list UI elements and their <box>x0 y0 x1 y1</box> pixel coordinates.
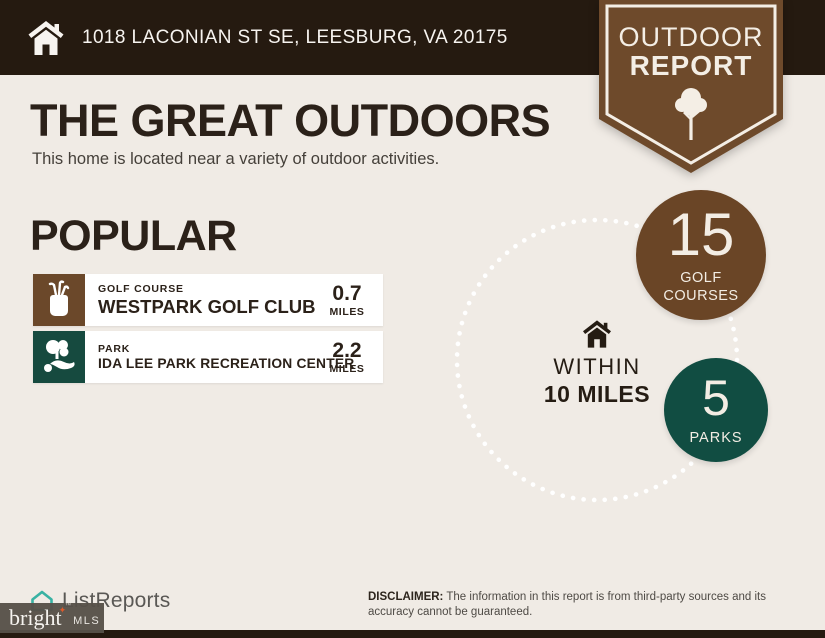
section-title-popular: POPULAR <box>30 212 237 260</box>
golf-bag-icon <box>48 280 70 316</box>
badge-line1: OUTDOOR <box>618 22 764 52</box>
stat-circle-golf-courses: 15 GOLF COURSES <box>636 190 766 320</box>
home-icon <box>28 20 64 55</box>
stat-value: 5 <box>702 369 730 426</box>
property-address: 1018 LACONIAN ST SE, LEESBURG, VA 20175 <box>82 26 508 48</box>
park-row-icon-tile <box>33 331 85 383</box>
bright-wordmark: bright <box>9 605 62 630</box>
golf-row-icon-tile <box>33 274 85 326</box>
disclaimer-label: DISCLAIMER: <box>368 591 444 603</box>
outdoor-report-badge: OUTDOOR REPORT <box>599 0 783 176</box>
place-name: WESTPARK GOLF CLUB <box>98 295 316 317</box>
place-category: PARK <box>98 343 131 355</box>
home-icon-dark <box>583 320 611 348</box>
disclaimer-text: The information in this report is from t… <box>368 591 766 618</box>
disclaimer: DISCLAIMER: The information in this repo… <box>368 590 796 620</box>
bright-spark-icon: ✦ <box>58 604 67 615</box>
distance-value: 2.2 <box>332 338 362 362</box>
place-info: GOLF COURSE WESTPARK GOLF CLUB <box>85 274 317 326</box>
bottom-bar <box>0 630 825 638</box>
stat-label: GOLF COURSES <box>663 269 739 304</box>
radius-dotted-circle <box>454 217 740 503</box>
badge-line2: REPORT <box>629 50 753 81</box>
page-subtitle: This home is located near a variety of o… <box>32 150 440 168</box>
stat-value: 15 <box>667 200 735 268</box>
trademark-symbol: ™ <box>65 603 72 609</box>
distance-value: 0.7 <box>332 281 362 305</box>
park-icon <box>44 340 75 372</box>
within-radius-label: WITHIN 10 MILES <box>520 318 674 408</box>
distance-unit: MILES <box>329 305 365 318</box>
place-row-park: PARK IDA LEE PARK RECREATION CENTER 2.2 … <box>33 331 383 383</box>
stat-label: PARKS <box>689 429 743 446</box>
place-distance: 2.2 MILES <box>317 331 383 383</box>
within-word: WITHIN <box>553 354 641 379</box>
tree-icon <box>675 88 707 140</box>
place-distance: 0.7 MILES <box>317 274 383 326</box>
place-category: GOLF COURSE <box>98 282 184 295</box>
distance-unit: MILES <box>329 362 365 375</box>
mls-label: MLS <box>73 615 101 627</box>
stat-circle-parks: 5 PARKS <box>664 358 768 462</box>
page-title: THE GREAT OUTDOORS <box>30 95 551 146</box>
bright-mls-logo: bright ✦ ™ MLS <box>0 603 104 633</box>
within-distance: 10 MILES <box>543 381 651 407</box>
place-name: IDA LEE PARK RECREATION CENTER <box>98 356 355 371</box>
badge-shield-shape <box>599 0 783 173</box>
place-row-golf: GOLF COURSE WESTPARK GOLF CLUB 0.7 MILES <box>33 274 383 326</box>
place-info: PARK IDA LEE PARK RECREATION CENTER <box>85 331 355 383</box>
